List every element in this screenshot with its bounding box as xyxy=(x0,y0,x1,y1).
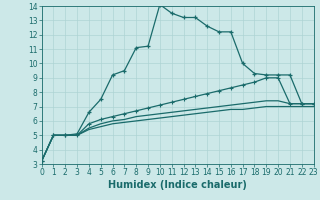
X-axis label: Humidex (Indice chaleur): Humidex (Indice chaleur) xyxy=(108,180,247,190)
